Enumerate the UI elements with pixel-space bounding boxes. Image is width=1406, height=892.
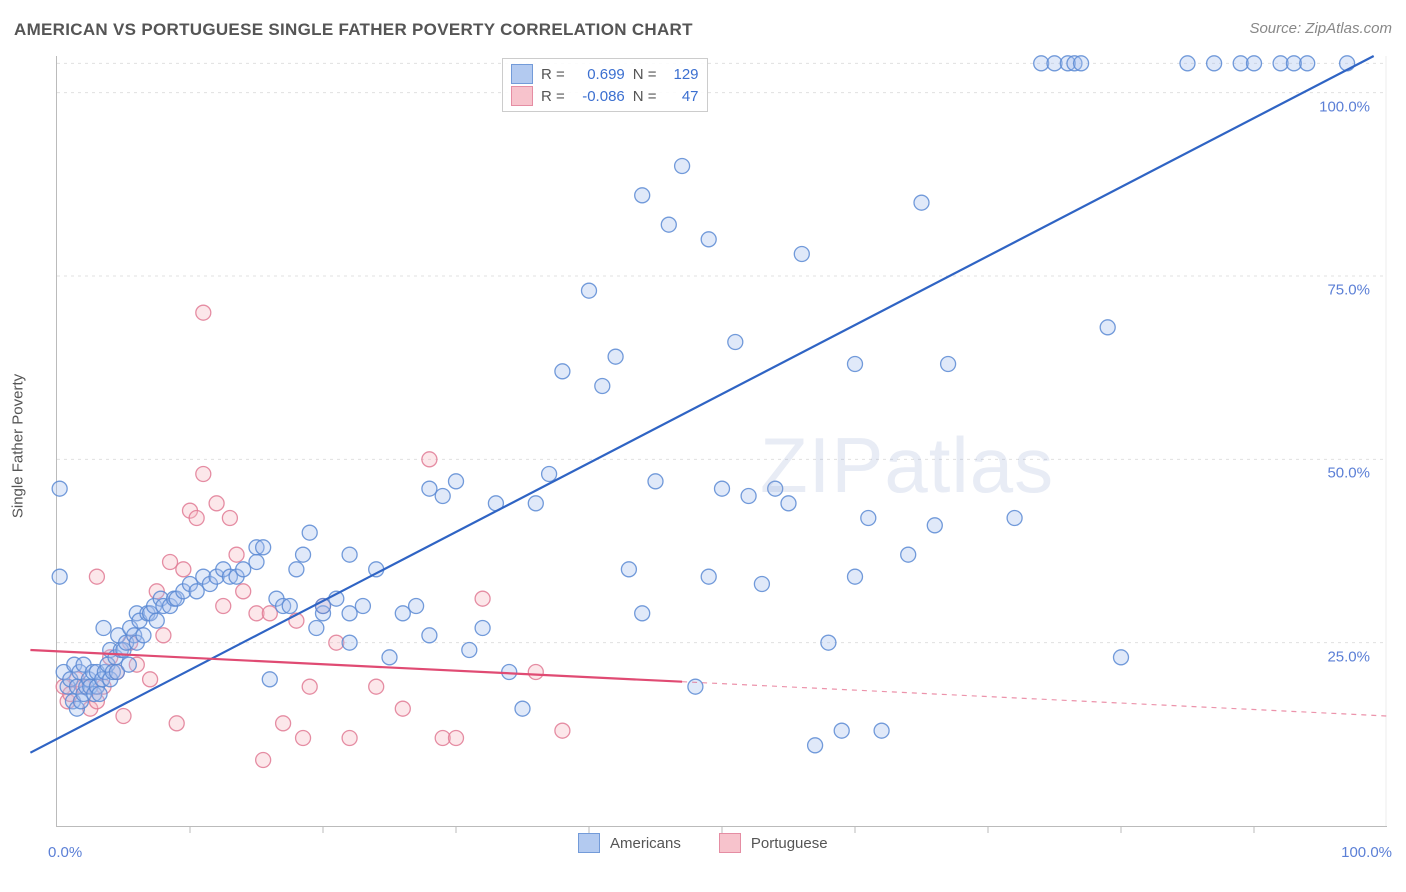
x-tick-end: 100.0%: [1341, 844, 1392, 861]
r-value-americans: 0.699: [573, 66, 625, 83]
swatch-americans: [578, 833, 600, 853]
chart-title: AMERICAN VS PORTUGUESE SINGLE FATHER POV…: [14, 20, 693, 40]
series-legend: Americans Portuguese: [578, 833, 828, 853]
n-label: N =: [633, 66, 657, 83]
r-label: R =: [541, 66, 565, 83]
plot-svg: [57, 56, 1387, 826]
correlation-legend: R = 0.699 N = 129 R = -0.086 N = 47: [502, 58, 708, 112]
y-tick-label: 50.0%: [1327, 465, 1370, 482]
n-label: N =: [633, 88, 657, 105]
legend-label-portuguese: Portuguese: [751, 835, 828, 852]
swatch-americans: [511, 64, 533, 84]
scatter-plot: [56, 56, 1387, 827]
n-value-americans: 129: [665, 66, 699, 83]
legend-row-portuguese: R = -0.086 N = 47: [511, 85, 699, 107]
y-tick-label: 100.0%: [1319, 98, 1370, 115]
swatch-portuguese: [719, 833, 741, 853]
y-tick-label: 75.0%: [1327, 282, 1370, 299]
swatch-portuguese: [511, 86, 533, 106]
y-axis-label: Single Father Poverty: [10, 374, 27, 518]
x-tick-start: 0.0%: [48, 844, 82, 861]
r-value-portuguese: -0.086: [573, 88, 625, 105]
legend-row-americans: R = 0.699 N = 129: [511, 63, 699, 85]
r-label: R =: [541, 88, 565, 105]
y-tick-label: 25.0%: [1327, 648, 1370, 665]
legend-label-americans: Americans: [610, 835, 681, 852]
source-attribution: Source: ZipAtlas.com: [1249, 20, 1392, 37]
n-value-portuguese: 47: [665, 88, 699, 105]
